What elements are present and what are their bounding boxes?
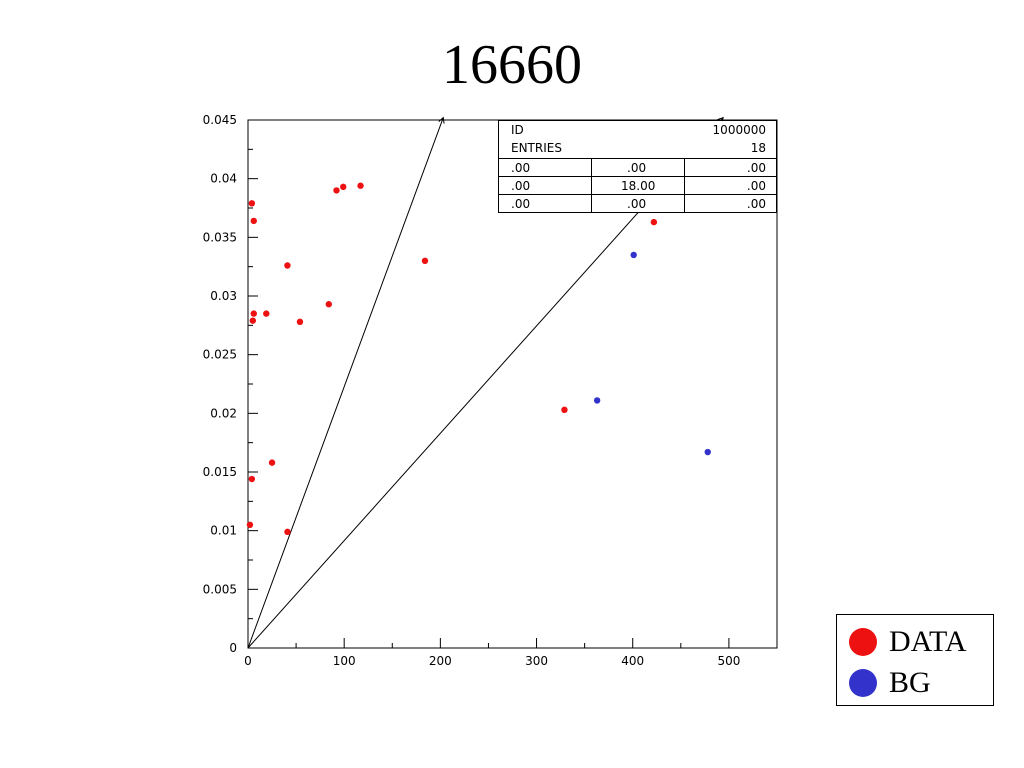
stats-cell: .00	[511, 179, 531, 193]
legend-item-data: DATA	[849, 627, 967, 657]
x-axis-ticks: 0 100 200 300 400 500	[244, 638, 778, 668]
y-axis-ticks: 0 0.005 0.01 0.015 0.02 0.025 0.03 0.035 0.04 0.0…	[203, 113, 258, 655]
legend-label-data: DATA	[889, 625, 967, 658]
stats-cell: .00	[511, 197, 531, 211]
point-data	[250, 310, 257, 317]
stats-cell: .00	[746, 197, 766, 211]
reference-line	[247, 117, 444, 649]
y-tick-label: 0.005	[203, 582, 237, 596]
stats-cell: .00	[627, 161, 647, 175]
statistics-box: ID 1000000 ENTRIES 18 .00 .00 .00 .00 18…	[498, 120, 777, 213]
stats-row-1: .00 .00 .00	[499, 158, 776, 177]
point-data	[249, 317, 257, 324]
point-data	[325, 301, 332, 308]
point-bg	[630, 251, 637, 259]
point-data	[263, 310, 270, 317]
stats-id-value: 1000000	[712, 123, 766, 137]
point-data	[248, 475, 256, 483]
point-data	[340, 183, 347, 191]
point-data	[246, 521, 254, 528]
point-data	[268, 459, 276, 466]
legend-marker-data	[849, 628, 877, 656]
y-tick-label: 0.045	[203, 113, 237, 127]
point-data	[357, 182, 364, 189]
stats-divider	[684, 158, 685, 213]
y-tick-label: 0.035	[203, 230, 237, 244]
point-data	[421, 257, 429, 264]
y-tick-label: 0.01	[210, 524, 237, 538]
y-tick-label: 0.04	[210, 172, 237, 186]
point-bg	[704, 448, 711, 456]
stats-cell: 18.00	[621, 179, 656, 193]
x-tick-label: 500	[717, 654, 740, 668]
point-data	[284, 262, 291, 269]
point-bg	[593, 397, 601, 404]
point-data	[250, 217, 257, 225]
chart-title: 16660	[442, 34, 582, 96]
y-tick-label: 0.025	[203, 348, 237, 362]
stats-entries-row: ENTRIES 18	[499, 139, 776, 157]
stats-divider	[591, 158, 592, 213]
data-points	[246, 182, 711, 536]
y-tick-label: 0.015	[203, 465, 237, 479]
point-data	[650, 218, 658, 226]
y-tick-label: 0.02	[210, 406, 237, 420]
stats-entries-label: ENTRIES	[511, 141, 562, 155]
stats-row-2: .00 18.00 .00	[499, 176, 776, 195]
legend: DATA BG	[836, 614, 994, 706]
stats-cell: .00	[627, 197, 647, 211]
point-data	[296, 318, 304, 326]
stats-id-label: ID	[511, 123, 524, 137]
point-data	[333, 187, 340, 194]
x-tick-label: 300	[525, 654, 548, 668]
stats-cell: .00	[746, 161, 766, 175]
stats-entries-value: 18	[750, 141, 766, 155]
reference-line-arrow	[438, 116, 445, 124]
legend-label-bg: BG	[889, 666, 931, 699]
x-tick-label: 100	[333, 654, 356, 668]
point-data	[248, 200, 256, 207]
legend-item-bg: BG	[849, 668, 931, 698]
point-data	[284, 528, 291, 536]
x-tick-label: 200	[429, 654, 452, 668]
point-data	[561, 406, 568, 414]
y-tick-label: 0	[229, 641, 237, 655]
stats-cell: .00	[746, 179, 766, 193]
stats-id-row: ID 1000000	[499, 121, 776, 139]
x-tick-label: 400	[621, 654, 644, 668]
legend-marker-bg	[849, 669, 877, 697]
y-tick-label: 0.03	[210, 289, 237, 303]
stats-row-3: .00 .00 .00	[499, 194, 776, 213]
stats-cell: .00	[511, 161, 531, 175]
x-tick-label: 0	[244, 654, 252, 668]
